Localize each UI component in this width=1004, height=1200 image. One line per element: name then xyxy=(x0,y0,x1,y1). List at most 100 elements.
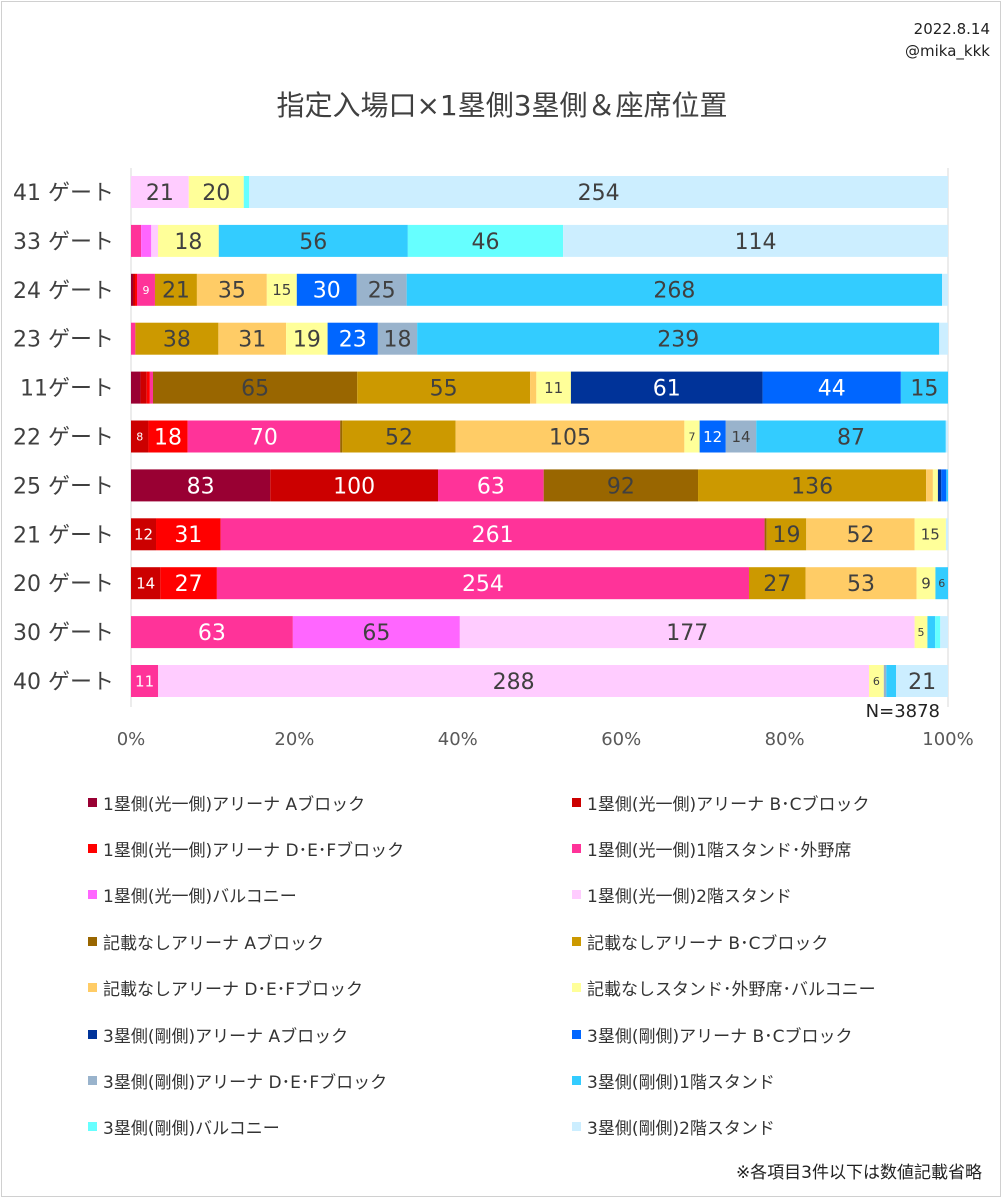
bar-segment xyxy=(131,567,161,600)
legend-label: 記載なしスタンド･外野席･バルコニー xyxy=(587,980,876,1001)
legend-label: 3塁側(剛側)アリーナ D･E･Fブロック xyxy=(103,1072,388,1093)
bar-segment xyxy=(153,371,358,404)
category-label: 24 ゲート xyxy=(13,279,114,304)
bar-segment xyxy=(158,224,219,257)
x-tick-label: 0% xyxy=(117,729,146,750)
category-label: 21 ゲート xyxy=(13,523,114,548)
data-label: 92 xyxy=(607,474,635,499)
bar-segment xyxy=(886,665,897,697)
bar-segment xyxy=(131,469,271,502)
legend-label: 記載なしアリーナ Aブロック xyxy=(103,933,325,954)
legend-swatch xyxy=(88,797,97,807)
x-tick-label: 60% xyxy=(601,729,641,750)
bar-segment xyxy=(945,518,948,551)
data-label: 6 xyxy=(938,577,945,590)
legend-swatch xyxy=(572,936,581,946)
bar-segment xyxy=(131,322,136,355)
data-label: 52 xyxy=(846,523,874,548)
data-label: 38 xyxy=(163,328,191,353)
legend-label: 3塁側(剛側)1階スタンド xyxy=(587,1072,775,1093)
legend-label: 1塁側(光一側)バルコニー xyxy=(103,887,297,908)
bar-segment xyxy=(946,469,948,502)
bar-segment xyxy=(563,224,948,257)
data-label: 65 xyxy=(362,621,390,646)
data-label: 63 xyxy=(198,621,226,646)
bar-segment xyxy=(407,224,564,257)
data-label: 18 xyxy=(384,328,412,353)
bar-segment xyxy=(459,616,915,649)
data-label: 18 xyxy=(174,230,202,255)
bar-segment xyxy=(896,665,948,697)
data-label: 52 xyxy=(385,425,413,450)
data-label: 19 xyxy=(772,523,800,548)
legend-item: 記載なしアリーナ D･E･Fブロック xyxy=(88,977,363,1000)
data-label: 14 xyxy=(136,575,155,593)
bar-segment xyxy=(131,616,293,649)
bar-segment xyxy=(806,518,915,551)
data-label: 83 xyxy=(187,474,215,499)
data-label: 11 xyxy=(135,672,154,690)
data-label: 87 xyxy=(837,425,865,450)
bar-segment xyxy=(131,224,142,257)
data-label: 268 xyxy=(653,279,695,304)
bar-segment xyxy=(883,665,887,697)
chart-title: 指定入場口×1塁側3塁側＆座席位置 xyxy=(276,89,728,122)
footnote: ※各項目3件以下は数値記載省略 xyxy=(735,1163,982,1183)
data-label: 8 xyxy=(136,430,143,443)
bar-segment xyxy=(940,616,948,649)
sample-size-label: N=3878 xyxy=(866,701,940,722)
x-tick-label: 80% xyxy=(765,729,805,750)
bar-segment xyxy=(725,420,757,453)
legend-label: 3塁側(剛側)2階スタンド xyxy=(587,1119,775,1140)
legend-item: 1塁側(光一側)バルコニー xyxy=(88,884,297,908)
data-label: 35 xyxy=(218,279,246,304)
data-label: 9 xyxy=(142,284,149,297)
legend-swatch xyxy=(88,936,97,946)
category-label: 22 ゲート xyxy=(13,426,114,451)
legend-swatch xyxy=(88,1029,97,1039)
bar-segment xyxy=(220,518,765,551)
bar-segment xyxy=(900,371,948,404)
data-label: 18 xyxy=(154,425,182,450)
bar-segment xyxy=(939,322,948,355)
category-label: 11ゲート xyxy=(20,377,114,402)
legend-swatch xyxy=(88,890,97,900)
bar-segment xyxy=(455,420,685,453)
bar-segment xyxy=(243,176,250,208)
bar-segment xyxy=(937,469,942,502)
bar-segment xyxy=(292,616,460,649)
bar-segment xyxy=(131,176,189,208)
data-label: 19 xyxy=(293,328,321,353)
legend-swatch xyxy=(572,797,581,807)
bar-segment xyxy=(941,469,947,502)
bar-segment xyxy=(149,371,153,404)
category-label: 23 ゲート xyxy=(13,328,114,353)
legend-swatch xyxy=(572,1029,581,1039)
bar-segment xyxy=(417,322,940,355)
bar-segment xyxy=(131,665,159,697)
bar-segment xyxy=(141,224,152,257)
bar-segment xyxy=(135,322,219,355)
author-label: @mika_kkk xyxy=(905,42,990,60)
bar-segment xyxy=(916,567,936,600)
bar-segment xyxy=(356,273,407,306)
data-label: 12 xyxy=(703,428,722,446)
bar-segment xyxy=(133,273,135,306)
data-label: 23 xyxy=(339,328,367,353)
legend-label: 1塁側(光一側)アリーナ D･E･Fブロック xyxy=(103,840,405,861)
data-label: 6 xyxy=(873,675,880,688)
legend-item: 1塁側(光一側)2階スタンド xyxy=(572,884,792,907)
data-label: 100 xyxy=(333,474,375,499)
data-label: 21 xyxy=(162,279,190,304)
legend-item: 記載なしスタンド･外野席･バルコニー xyxy=(572,977,876,1001)
bar-segment xyxy=(140,371,147,404)
legend-label: 記載なしアリーナ B･Cブロック xyxy=(587,933,829,954)
bar-segment xyxy=(135,273,137,306)
legend-swatch xyxy=(572,890,581,900)
bar-segment xyxy=(914,616,928,649)
data-label: 27 xyxy=(763,572,791,597)
legend-item: 1塁側(光一側)アリーナ D･E･Fブロック xyxy=(88,837,405,861)
bar-segment xyxy=(932,469,938,502)
bar-segment xyxy=(136,273,155,306)
data-label: 20 xyxy=(202,181,230,206)
